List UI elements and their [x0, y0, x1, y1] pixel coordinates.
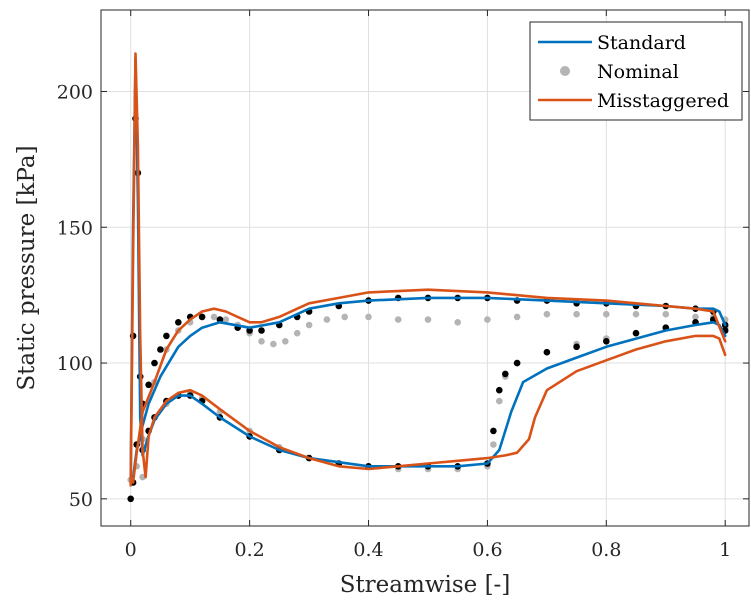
data-point [198, 313, 206, 321]
x-tick-label: 0.2 [235, 539, 265, 561]
data-point [127, 495, 134, 503]
y-tick-label: 200 [57, 81, 93, 103]
legend-label: Standard [597, 32, 686, 54]
series-line [129, 52, 727, 487]
x-tick-label: 0.4 [353, 539, 383, 561]
data-point [573, 343, 580, 351]
data-point [305, 321, 313, 329]
legend-label: Nominal [597, 61, 679, 83]
data-point [632, 329, 640, 337]
y-axis-label: Static pressure [kPa] [14, 145, 40, 390]
data-point [543, 310, 551, 318]
data-point [692, 313, 699, 321]
y-tick-label: 100 [57, 353, 93, 375]
data-point [490, 441, 497, 448]
data-point [210, 313, 218, 321]
data-point [293, 329, 301, 337]
data-point [454, 319, 462, 326]
series-line [131, 296, 727, 479]
series-standard [129, 57, 727, 482]
data-point [151, 359, 158, 367]
x-tick-label: 0 [125, 539, 137, 561]
data-point [502, 370, 509, 378]
data-point [662, 310, 670, 318]
series-line [131, 288, 727, 484]
x-tick-label: 0.8 [591, 539, 621, 561]
data-point [258, 327, 265, 334]
data-point [145, 381, 152, 389]
data-point [394, 316, 402, 323]
data-point [323, 316, 331, 323]
x-axis-label: Streamwise [-] [340, 572, 511, 598]
data-point [632, 310, 640, 318]
data-point [163, 332, 170, 340]
data-point [282, 338, 289, 345]
data-point [270, 340, 277, 348]
legend-label: Misstaggered [597, 90, 729, 112]
data-point [543, 348, 551, 356]
x-tick-label: 1 [719, 539, 731, 561]
plot-series [127, 52, 729, 503]
legend-marker-swatch [560, 66, 570, 76]
data-point [222, 316, 230, 323]
data-point [573, 310, 580, 318]
data-point [424, 316, 432, 323]
series-line [129, 57, 727, 482]
data-point [496, 397, 503, 405]
data-point [513, 313, 521, 321]
data-point [603, 338, 610, 345]
data-point [365, 313, 372, 321]
data-point [258, 338, 265, 345]
data-point [484, 316, 491, 323]
data-point [513, 359, 521, 367]
y-tick-label: 150 [57, 217, 93, 239]
data-point [603, 310, 610, 318]
data-point [216, 316, 224, 323]
x-tick-label: 0.6 [472, 539, 502, 561]
data-point [175, 319, 182, 326]
data-point [246, 327, 253, 334]
legend: Standard Nominal Misstaggered [529, 21, 743, 121]
data-point [490, 427, 497, 435]
data-point [496, 386, 503, 394]
y-tick-label: 50 [69, 489, 93, 511]
axes-box [100, 9, 750, 527]
data-point [157, 346, 164, 353]
series-misstaggered [129, 52, 727, 487]
data-point [341, 313, 349, 321]
